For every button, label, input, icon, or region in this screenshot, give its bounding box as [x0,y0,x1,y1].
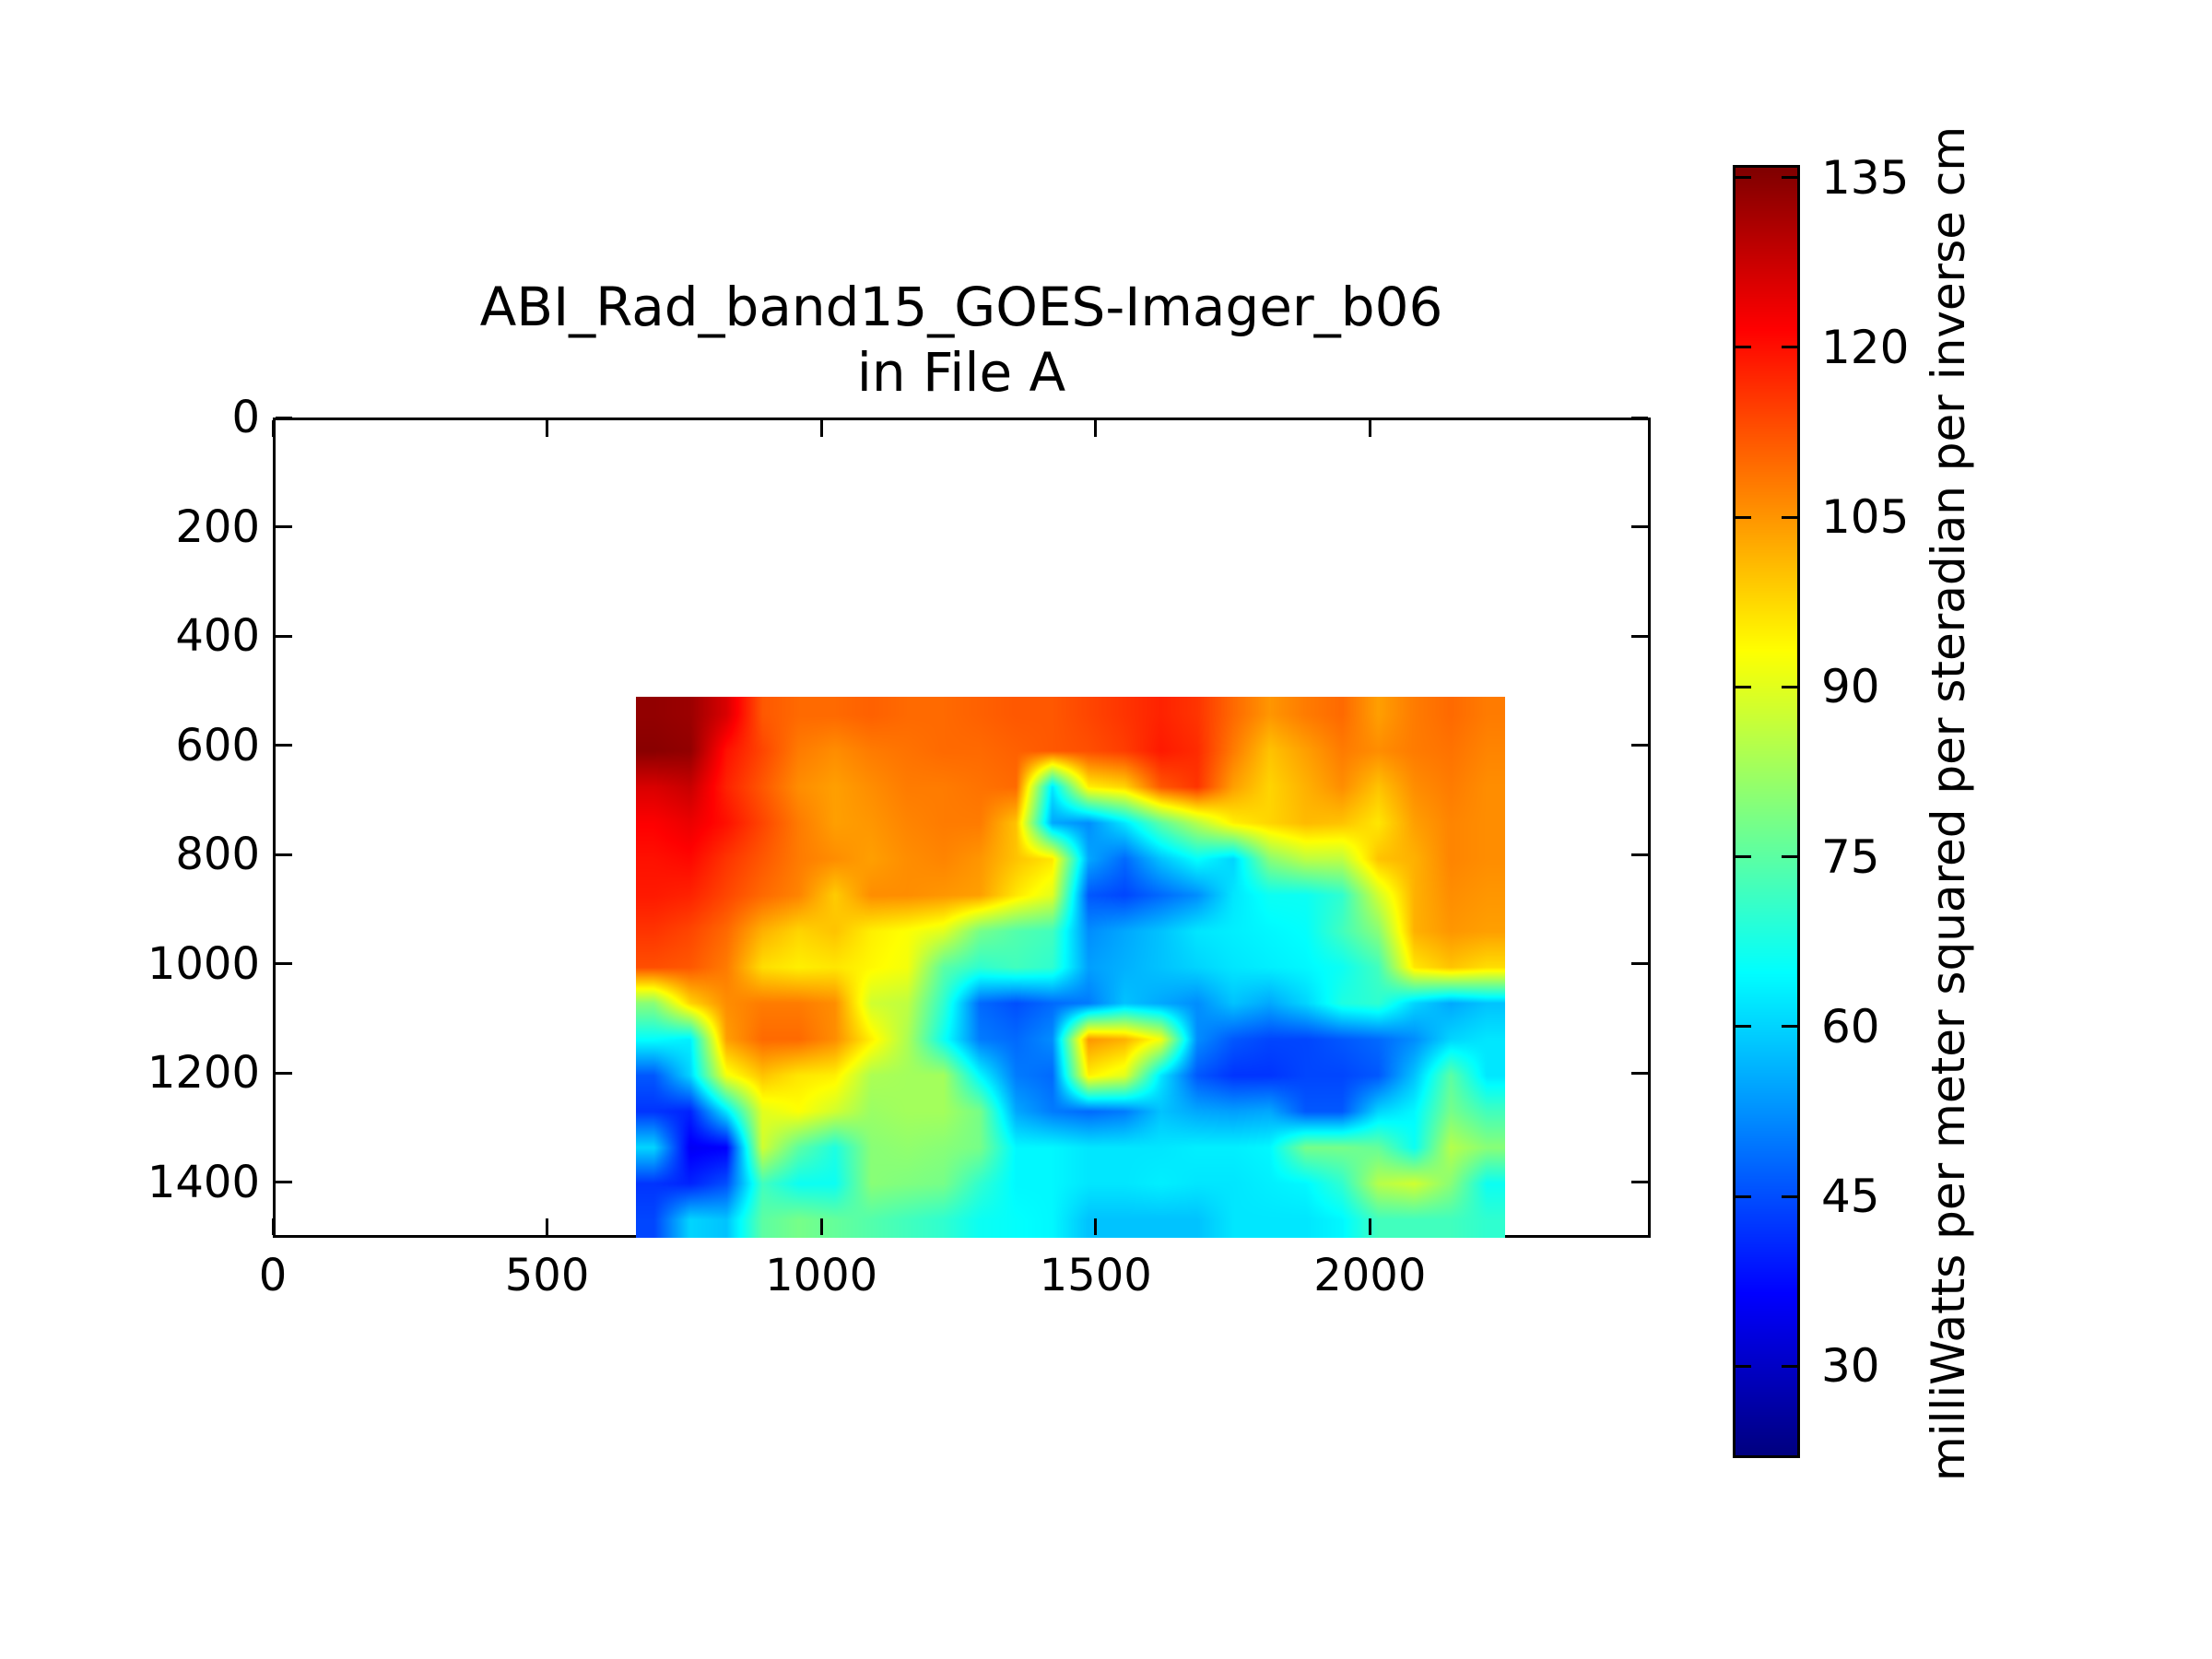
y-tick-label: 200 [175,500,260,553]
colorbar-tick-label: 60 [1821,999,1880,1053]
colorbar-tick-mark-right [1782,515,1797,519]
colorbar-tick-mark-right [1782,346,1797,349]
y-tick-label: 800 [175,829,260,881]
x-tick-mark-bottom [1094,1218,1098,1235]
colorbar-tick-label: 120 [1821,320,1910,374]
y-tick-mark-right [1631,525,1648,528]
x-tick-mark-top [271,420,275,437]
colorbar-tick-mark-right [1782,1364,1797,1368]
y-tick-mark-right [1631,853,1648,856]
colorbar-tick-mark-left [1735,1025,1751,1029]
x-tick-mark-top [1094,420,1098,437]
y-tick-mark-left [276,962,292,966]
x-tick-label: 2000 [1313,1250,1427,1301]
colorbar-tick-label: 90 [1821,660,1880,714]
colorbar-unit-label: milliWatts per meter squared per steradi… [1922,125,1975,1482]
figure-title-line2: in File A [856,341,1066,404]
y-tick-mark-right [1631,962,1648,966]
colorbar-tick-label: 75 [1821,830,1880,884]
colorbar-tick-mark-right [1782,855,1797,859]
y-tick-mark-left [276,744,292,747]
colorbar-gradient [1735,168,1797,1455]
y-tick-mark-right [1631,634,1648,638]
y-tick-label: 0 [231,392,260,443]
x-tick-mark-top [819,420,823,437]
x-tick-label: 1000 [765,1250,878,1301]
figure-title-line1: ABI_Rad_band15_GOES-Imager_b06 [479,276,1443,338]
colorbar-tick-mark-right [1782,176,1797,179]
colorbar-tick-mark-left [1735,1364,1751,1368]
y-tick-label: 1400 [147,1156,260,1208]
colorbar-tick-label: 45 [1821,1170,1880,1224]
colorbar-tick-mark-left [1735,855,1751,859]
colorbar-tick-mark-left [1735,346,1751,349]
colorbar-tick-mark-right [1782,1025,1797,1029]
x-tick-mark-bottom [271,1218,275,1235]
y-tick-mark-left [276,416,292,419]
colorbar-tick-mark-right [1782,1194,1797,1198]
y-tick-mark-left [276,853,292,856]
x-tick-mark-top [1368,420,1371,437]
colorbar-tick-label: 105 [1821,490,1910,545]
colorbar-tick-label: 135 [1821,150,1910,205]
plot-area [273,418,1651,1238]
x-tick-mark-bottom [1368,1218,1371,1235]
x-tick-label: 1500 [1039,1250,1152,1301]
y-tick-mark-right [1631,416,1648,419]
colorbar-tick-mark-left [1735,1194,1751,1198]
colorbar-tick-label: 30 [1821,1339,1880,1394]
y-tick-label: 600 [175,719,260,771]
x-tick-mark-top [546,420,549,437]
x-tick-label: 0 [258,1250,288,1301]
y-tick-label: 1000 [147,937,260,990]
colorbar-tick-mark-left [1735,685,1751,688]
y-tick-mark-right [1631,744,1648,747]
heatmap-image [636,697,1505,1238]
colorbar [1733,165,1800,1458]
y-tick-label: 1200 [147,1047,260,1100]
y-tick-mark-left [276,1071,292,1075]
figure-title: ABI_Rad_band15_GOES-Imager_b06 in File A [480,275,1443,406]
x-tick-mark-bottom [546,1218,549,1235]
y-tick-mark-right [1631,1181,1648,1184]
x-tick-mark-bottom [819,1218,823,1235]
y-tick-mark-left [276,634,292,638]
colorbar-tick-mark-left [1735,515,1751,519]
y-tick-mark-right [1631,1071,1648,1075]
colorbar-tick-mark-right [1782,685,1797,688]
y-tick-mark-left [276,525,292,528]
colorbar-tick-mark-left [1735,176,1751,179]
x-tick-label: 500 [504,1250,590,1301]
y-tick-label: 400 [175,610,260,663]
y-tick-mark-left [276,1181,292,1184]
